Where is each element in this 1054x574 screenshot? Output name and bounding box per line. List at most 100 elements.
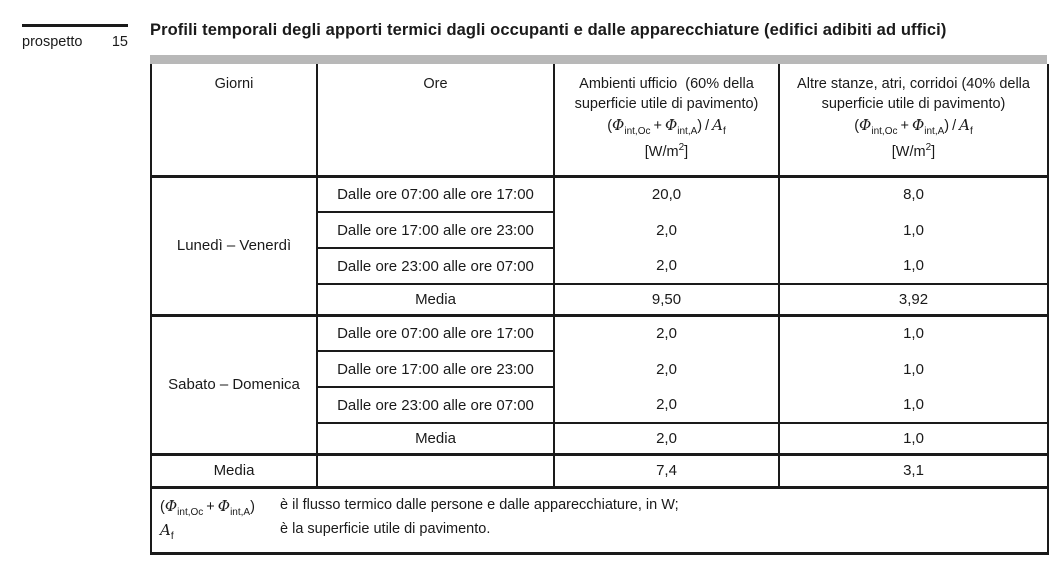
- table-row: Dalle ore 17:00 alle ore 23:00 2,0 1,0: [151, 212, 1048, 249]
- other-media-cell: 1,0: [778, 422, 1048, 454]
- table-row: Dalle ore 23:00 alle ore 07:00 2,0 1,0: [151, 387, 1048, 423]
- legend-desc-flux: è il flusso termico dalle persone e dall…: [280, 496, 679, 513]
- phi-subscript-a: int,A: [924, 126, 945, 138]
- area-subscript-f: f: [723, 126, 726, 138]
- office-media-cell: 9,50: [553, 283, 779, 315]
- formula-open-paren: (: [607, 118, 613, 135]
- phi-symbol: Φ: [612, 116, 625, 135]
- office-media-cell: 2,0: [553, 422, 779, 454]
- weekend-media-row: Media 2,0 1,0: [151, 422, 1048, 454]
- area-subscript-f: f: [970, 126, 973, 138]
- phi-symbol: Φ: [664, 116, 678, 135]
- office-value-cell: 2,0: [553, 313, 779, 351]
- other-value-cell: 8,0: [778, 176, 1048, 212]
- legend-symbol-flux: (Φint,Oc + Φint,A): [160, 495, 280, 520]
- legend-symbol-area: Af: [160, 519, 280, 544]
- other-value-cell: 1,0: [778, 313, 1048, 351]
- ore-cell: Dalle ore 23:00 alle ore 07:00: [316, 387, 554, 423]
- other-value-cell: 1,0: [778, 248, 1048, 284]
- unit-suffix: ]: [931, 143, 936, 160]
- header-other-rooms-text: Altre stanze, atri, corridoi (40% della …: [797, 76, 1030, 112]
- table-area: Giorni Ore Ambienti ufficio (60% della s…: [150, 55, 1049, 556]
- legend-cell: (Φint,Oc + Φint,A) è il flusso termico dal…: [151, 485, 1048, 554]
- phi-symbol: Φ: [911, 116, 925, 135]
- day-group-weekend: Sabato – Domenica: [151, 313, 317, 454]
- formula-close-paren: ): [944, 118, 950, 135]
- ore-cell: Dalle ore 23:00 alle ore 07:00: [316, 248, 554, 284]
- table-row: Lunedì – Venerdì Dalle ore 07:00 alle or…: [151, 176, 1048, 254]
- table-header-row: Giorni Ore Ambienti ufficio (60% della s…: [151, 64, 1048, 178]
- header-office-text: Ambienti ufficio (60% della superficie u…: [574, 76, 759, 112]
- office-value-cell: 2,0: [553, 212, 779, 248]
- overall-media-row: Media 7,4 3,1: [151, 452, 1048, 487]
- area-symbol: A: [160, 521, 171, 540]
- phi-subscript-a: int,A: [677, 126, 698, 138]
- office-formula: (Φint,Oc + Φint,A) / Af: [565, 115, 768, 138]
- plus-operator: +: [653, 118, 662, 135]
- day-group-weekdays: Lunedì – Venerdì: [176, 237, 292, 254]
- heat-gain-profiles-table: Giorni Ore Ambienti ufficio (60% della s…: [150, 64, 1049, 556]
- phi-symbol: Φ: [859, 116, 872, 135]
- page-title: Profili temporali degli apporti termici …: [150, 21, 947, 39]
- office-value-cell: 2,0: [553, 248, 779, 284]
- unit-exponent: 2: [925, 141, 932, 153]
- media-label-cell: Media: [316, 422, 554, 454]
- overall-media-label-cell: Media: [151, 452, 317, 487]
- other-value-cell: 1,0: [778, 351, 1048, 387]
- formula-close-paren: ): [250, 498, 255, 515]
- overall-ore-empty-cell: [316, 452, 554, 487]
- table-row: Sabato – Domenica Dalle ore 07:00 alle o…: [151, 313, 1048, 454]
- office-value-cell: 2,0: [553, 387, 779, 423]
- phi-subscript-oc: int,Oc: [177, 506, 204, 518]
- formula-open-paren: (: [854, 118, 860, 135]
- overall-other-media-cell: 3,1: [778, 452, 1048, 487]
- legend-line-flux: (Φint,Oc + Φint,A) è il flusso termico dal…: [160, 495, 1039, 520]
- ore-cell: Dalle ore 07:00 alle ore 17:00: [316, 176, 554, 213]
- divide-operator: /: [952, 118, 957, 135]
- header-office-column: Ambienti ufficio (60% della superficie u…: [553, 64, 779, 178]
- table-row: Dalle ore 23:00 alle ore 07:00 2,0 1,0: [151, 248, 1048, 284]
- phi-symbol: Φ: [164, 496, 178, 515]
- area-subscript-f: f: [170, 531, 174, 543]
- other-value-cell: 1,0: [778, 387, 1048, 423]
- other-media-cell: 3,92: [778, 283, 1048, 315]
- plus-operator: +: [900, 118, 909, 135]
- table-top-gray-bar: [150, 55, 1047, 64]
- legend-row: (Φint,Oc + Φint,A) è il flusso termico dal…: [151, 485, 1048, 554]
- office-unit: [W/m2]: [565, 141, 768, 162]
- media-label-cell: Media: [316, 283, 554, 315]
- unit-suffix: ]: [684, 143, 689, 160]
- unit-prefix: [W/m: [891, 143, 926, 160]
- office-value-cell: 2,0: [553, 351, 779, 387]
- weekdays-media-row: Media 9,50 3,92: [151, 283, 1048, 315]
- other-value-cell: 1,0: [778, 212, 1048, 248]
- formula-open-paren: (: [160, 498, 165, 515]
- prospetto-number: 15: [111, 34, 128, 50]
- plus-operator: +: [206, 498, 215, 515]
- overall-office-media-cell: 7,4: [553, 452, 779, 487]
- phi-subscript-oc: int,Oc: [871, 126, 898, 138]
- unit-exponent: 2: [678, 141, 685, 153]
- other-rooms-formula: (Φint,Oc + Φint,A) / Af: [792, 115, 1035, 138]
- header-other-rooms-column: Altre stanze, atri, corridoi (40% della …: [778, 64, 1048, 178]
- phi-symbol: Φ: [217, 496, 231, 515]
- unit-prefix: [W/m: [644, 143, 679, 160]
- other-rooms-unit: [W/m2]: [792, 141, 1035, 162]
- legend-desc-area: è la superficie utile di pavimento.: [280, 521, 491, 538]
- header-giorni: Giorni: [151, 64, 317, 178]
- ore-cell: Dalle ore 07:00 alle ore 17:00: [316, 313, 554, 352]
- area-symbol: A: [712, 116, 723, 135]
- ore-cell: Dalle ore 17:00 alle ore 23:00: [316, 351, 554, 388]
- header-ore: Ore: [316, 64, 554, 178]
- ore-cell: Dalle ore 17:00 alle ore 23:00: [316, 212, 554, 249]
- divide-operator: /: [705, 118, 710, 135]
- office-value-cell: 20,0: [553, 176, 779, 212]
- table-row: Dalle ore 17:00 alle ore 23:00 2,0 1,0: [151, 351, 1048, 388]
- prospetto-label: prospetto: [22, 34, 83, 50]
- area-symbol: A: [959, 116, 970, 135]
- phi-subscript-a: int,A: [230, 506, 251, 518]
- prospetto-label-block: prospetto 15: [22, 24, 128, 50]
- phi-subscript-oc: int,Oc: [624, 126, 651, 138]
- formula-close-paren: ): [697, 118, 703, 135]
